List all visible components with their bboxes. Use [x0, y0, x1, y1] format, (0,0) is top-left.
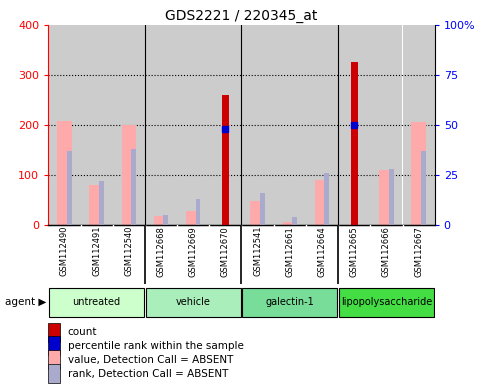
Text: rank, Detection Call = ABSENT: rank, Detection Call = ABSENT — [68, 369, 228, 379]
Text: percentile rank within the sample: percentile rank within the sample — [68, 341, 243, 351]
Bar — [370, 25, 402, 225]
Bar — [389, 169, 394, 225]
Bar — [48, 364, 60, 383]
Bar — [113, 25, 145, 225]
Bar — [48, 25, 81, 225]
Bar — [292, 217, 297, 225]
Text: GSM112664: GSM112664 — [317, 226, 327, 276]
Text: GSM112665: GSM112665 — [350, 226, 359, 276]
Bar — [89, 185, 104, 225]
Text: GSM112666: GSM112666 — [382, 226, 391, 277]
Text: galectin-1: galectin-1 — [266, 297, 314, 307]
Bar — [338, 25, 370, 225]
Text: vehicle: vehicle — [176, 297, 211, 307]
Bar — [177, 25, 209, 225]
Bar — [222, 95, 229, 225]
Bar — [131, 149, 136, 225]
Bar — [250, 201, 265, 225]
Text: count: count — [68, 327, 97, 337]
Text: untreated: untreated — [72, 297, 121, 307]
Bar — [57, 121, 71, 225]
Text: GSM112668: GSM112668 — [156, 226, 166, 277]
Bar — [421, 151, 426, 225]
Bar — [351, 63, 358, 225]
Bar — [145, 25, 177, 225]
Bar — [154, 216, 168, 225]
Bar — [242, 25, 274, 225]
Text: GSM112669: GSM112669 — [189, 226, 198, 276]
Bar — [260, 193, 265, 225]
Text: agent ▶: agent ▶ — [5, 297, 46, 307]
Text: GSM112667: GSM112667 — [414, 226, 423, 277]
Bar — [315, 180, 329, 225]
FancyBboxPatch shape — [49, 288, 144, 317]
Bar — [274, 25, 306, 225]
Bar — [209, 25, 242, 225]
Text: GSM112490: GSM112490 — [60, 226, 69, 276]
Bar — [412, 122, 426, 225]
FancyBboxPatch shape — [145, 288, 241, 317]
Bar — [402, 25, 435, 225]
Bar — [81, 25, 113, 225]
Bar — [67, 151, 71, 225]
Text: GSM112541: GSM112541 — [253, 226, 262, 276]
Bar — [325, 173, 329, 225]
Bar — [186, 211, 200, 225]
Text: GSM112491: GSM112491 — [92, 226, 101, 276]
FancyBboxPatch shape — [339, 288, 434, 317]
Text: GSM112670: GSM112670 — [221, 226, 230, 276]
Title: GDS2221 / 220345_at: GDS2221 / 220345_at — [165, 8, 318, 23]
Bar — [122, 125, 136, 225]
Bar — [48, 323, 60, 341]
Bar — [99, 181, 104, 225]
Text: value, Detection Call = ABSENT: value, Detection Call = ABSENT — [68, 355, 233, 365]
Text: lipopolysaccharide: lipopolysaccharide — [341, 297, 432, 307]
Bar — [306, 25, 338, 225]
Bar — [196, 199, 200, 225]
Bar — [48, 336, 60, 356]
Bar — [379, 170, 394, 225]
Bar — [48, 351, 60, 369]
Bar — [163, 215, 168, 225]
Text: GSM112661: GSM112661 — [285, 226, 294, 276]
Text: GSM112540: GSM112540 — [124, 226, 133, 276]
FancyBboxPatch shape — [242, 288, 338, 317]
Bar — [283, 222, 297, 225]
